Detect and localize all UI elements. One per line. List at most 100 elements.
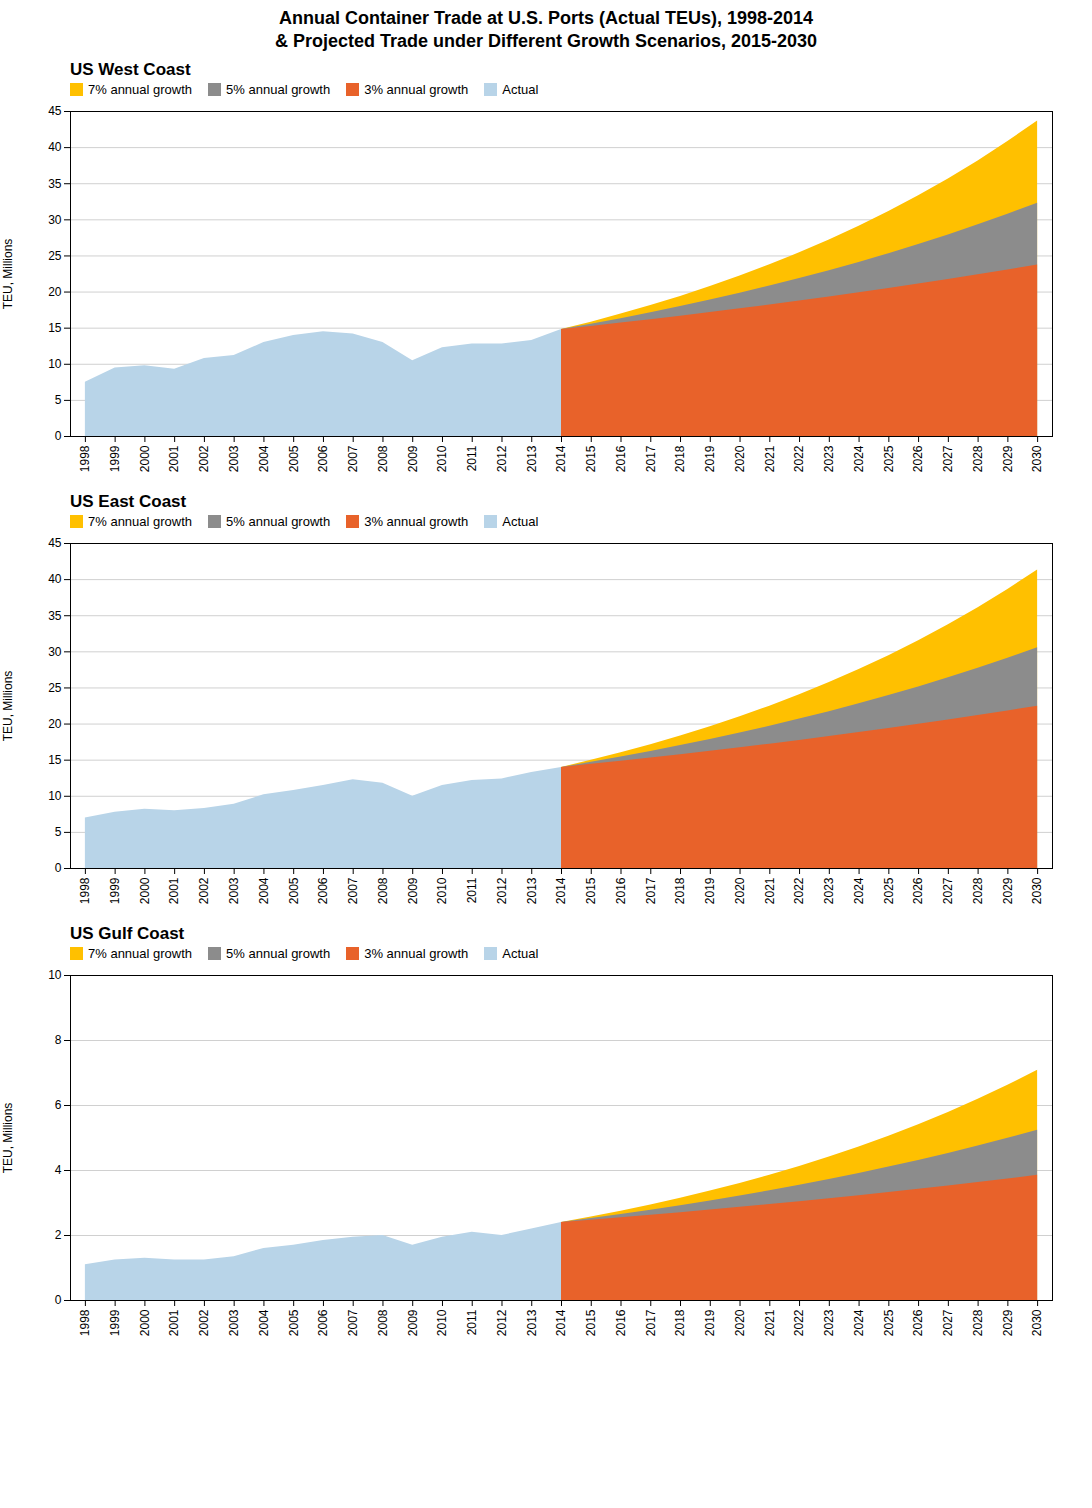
svg-text:2019: 2019 [703,445,717,472]
svg-text:2027: 2027 [941,445,955,472]
svg-text:2017: 2017 [644,445,658,472]
svg-text:25: 25 [48,681,62,695]
svg-text:0: 0 [55,861,62,875]
svg-text:45: 45 [48,536,62,550]
svg-text:4: 4 [55,1163,62,1177]
svg-text:2003: 2003 [227,877,241,904]
svg-text:2018: 2018 [673,445,687,472]
svg-text:2012: 2012 [495,1309,509,1336]
svg-text:40: 40 [48,140,62,154]
svg-text:20: 20 [48,717,62,731]
svg-text:TEU, Millions: TEU, Millions [1,671,15,742]
svg-text:TEU, Millions: TEU, Millions [1,239,15,310]
svg-text:2010: 2010 [435,445,449,472]
svg-text:2025: 2025 [882,445,896,472]
svg-text:5: 5 [55,393,62,407]
svg-text:15: 15 [48,321,62,335]
svg-text:2026: 2026 [911,1309,925,1336]
svg-text:2006: 2006 [316,1309,330,1336]
svg-text:2008: 2008 [376,1309,390,1336]
svg-text:2007: 2007 [346,877,360,904]
svg-text:2008: 2008 [376,445,390,472]
svg-text:1999: 1999 [108,1309,122,1336]
svg-text:2011: 2011 [465,1309,479,1335]
svg-text:2025: 2025 [882,1309,896,1336]
svg-text:2029: 2029 [1001,1309,1015,1336]
svg-text:1999: 1999 [108,445,122,472]
svg-text:2016: 2016 [614,1309,628,1336]
svg-text:2030: 2030 [1030,877,1044,904]
svg-text:2004: 2004 [257,445,271,472]
svg-text:2025: 2025 [882,877,896,904]
svg-text:2020: 2020 [733,877,747,904]
svg-text:45: 45 [48,104,62,118]
svg-text:1998: 1998 [78,445,92,472]
svg-text:2001: 2001 [167,445,181,472]
svg-text:40: 40 [48,572,62,586]
svg-text:10: 10 [48,968,62,982]
svg-text:2021: 2021 [763,445,777,472]
svg-text:2027: 2027 [941,877,955,904]
svg-text:2014: 2014 [554,1309,568,1336]
svg-text:2018: 2018 [673,877,687,904]
svg-text:6: 6 [55,1098,62,1112]
svg-text:2002: 2002 [197,877,211,904]
svg-text:2024: 2024 [852,445,866,472]
svg-text:2005: 2005 [287,1309,301,1336]
svg-text:2021: 2021 [763,1309,777,1336]
svg-text:2009: 2009 [406,1309,420,1336]
svg-text:2013: 2013 [525,1309,539,1336]
svg-text:2020: 2020 [733,1309,747,1336]
svg-text:5: 5 [55,825,62,839]
svg-text:10: 10 [48,357,62,371]
svg-text:35: 35 [48,609,62,623]
svg-text:2026: 2026 [911,877,925,904]
svg-text:2002: 2002 [197,445,211,472]
svg-text:15: 15 [48,753,62,767]
svg-text:2018: 2018 [673,1309,687,1336]
svg-text:2023: 2023 [822,1309,836,1336]
svg-text:2022: 2022 [792,445,806,472]
svg-text:2029: 2029 [1001,445,1015,472]
svg-text:2019: 2019 [703,877,717,904]
svg-text:2020: 2020 [733,445,747,472]
svg-text:2004: 2004 [257,877,271,904]
svg-text:0: 0 [55,1293,62,1307]
svg-text:2024: 2024 [852,1309,866,1336]
svg-text:2003: 2003 [227,1309,241,1336]
svg-text:2013: 2013 [525,877,539,904]
svg-text:2028: 2028 [971,1309,985,1336]
svg-text:2007: 2007 [346,445,360,472]
svg-text:2014: 2014 [554,877,568,904]
svg-text:2003: 2003 [227,445,241,472]
svg-text:2023: 2023 [822,877,836,904]
svg-text:2029: 2029 [1001,877,1015,904]
svg-text:1998: 1998 [78,1309,92,1336]
svg-text:30: 30 [48,213,62,227]
svg-text:2002: 2002 [197,1309,211,1336]
svg-text:2011: 2011 [465,445,479,471]
svg-text:8: 8 [55,1033,62,1047]
svg-text:2001: 2001 [167,1309,181,1336]
svg-text:2015: 2015 [584,1309,598,1336]
svg-text:2007: 2007 [346,1309,360,1336]
svg-text:2011: 2011 [465,877,479,903]
svg-text:2006: 2006 [316,877,330,904]
svg-text:2017: 2017 [644,1309,658,1336]
svg-text:2010: 2010 [435,1309,449,1336]
svg-text:0: 0 [55,429,62,443]
svg-text:2019: 2019 [703,1309,717,1336]
svg-text:30: 30 [48,645,62,659]
svg-text:10: 10 [48,789,62,803]
svg-text:2015: 2015 [584,877,598,904]
svg-text:2015: 2015 [584,445,598,472]
svg-text:2008: 2008 [376,877,390,904]
svg-text:2012: 2012 [495,445,509,472]
svg-text:2014: 2014 [554,445,568,472]
svg-text:2001: 2001 [167,877,181,904]
svg-text:2005: 2005 [287,445,301,472]
svg-text:2009: 2009 [406,877,420,904]
svg-text:2016: 2016 [614,445,628,472]
svg-text:1998: 1998 [78,877,92,904]
svg-text:2000: 2000 [138,445,152,472]
